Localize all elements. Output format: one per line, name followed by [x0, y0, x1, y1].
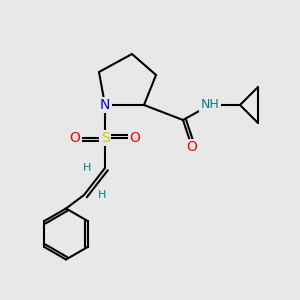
Text: O: O	[70, 131, 80, 145]
Text: H: H	[98, 190, 106, 200]
Text: NH: NH	[201, 98, 219, 112]
Text: H: H	[83, 163, 91, 173]
Text: O: O	[187, 140, 197, 154]
Text: O: O	[130, 131, 140, 145]
Text: N: N	[100, 98, 110, 112]
Text: S: S	[100, 131, 109, 145]
